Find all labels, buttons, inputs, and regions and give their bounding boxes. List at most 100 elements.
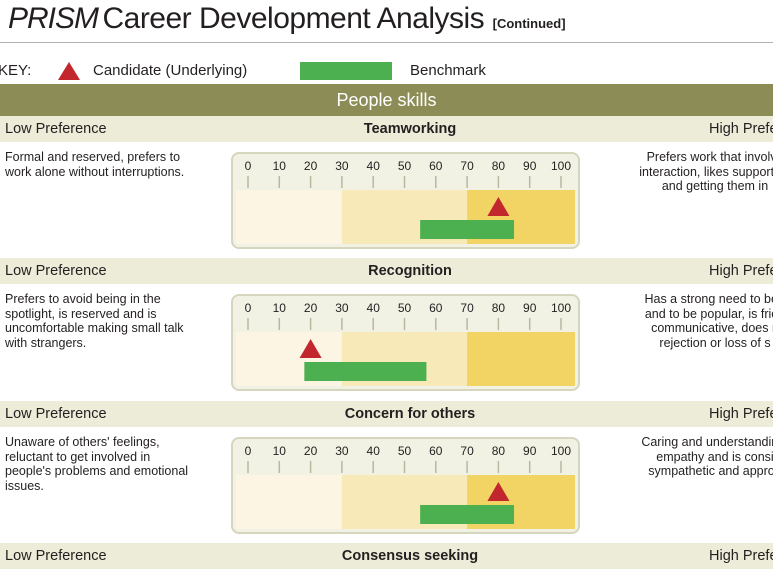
brand-name: PRISM [8,2,99,35]
tick-label: 60 [429,444,443,458]
tick-label: 80 [492,159,506,173]
low-preference-label: Low Preference [5,121,107,137]
benchmark-bar-icon [300,62,392,80]
candidate-marker [487,197,510,216]
benchmark-bar [304,362,427,381]
title-divider [0,42,773,43]
scale-svg: 0 10 20 30 40 50 60 70 80 90 100 [231,437,580,534]
desc-line: interaction, likes supporting [639,164,773,179]
desc-line: Caring and understanding, [641,435,773,449]
desc-line: people's problems and emotional [5,464,189,478]
low-zone [236,475,342,529]
tick-label: 100 [551,301,571,315]
desc-line: and getting them in [661,179,769,193]
tick-label: 30 [335,301,349,315]
benchmark-bar [420,220,515,239]
key-benchmark-label: Benchmark [410,62,486,79]
low-zone [236,190,342,244]
desc-line: issues. [5,478,44,493]
high-zone [467,332,575,386]
desc-line: Has a strong need to be r [644,292,773,306]
tick-label: 0 [245,159,252,173]
tick-label: 80 [492,301,506,315]
trait-header: Low Preference Concern for others High P… [0,401,773,427]
high-description: Has a strong need to be r and to be popu… [605,292,773,350]
desc-line: and to be popular, is frien [644,306,773,321]
low-description: Formal and reserved, prefers to work alo… [5,150,215,179]
low-description: Unaware of others' feelings, reluctant t… [5,435,215,493]
tick-label: 10 [273,301,287,315]
tick-label: 80 [492,444,506,458]
benchmark-bar [420,505,515,524]
scale-svg: 0 10 20 30 40 50 60 70 80 90 100 [231,294,580,391]
key-candidate-label: Candidate (Underlying) [93,62,248,79]
page-title: PRISM Career Development Analysis [Conti… [8,2,566,42]
tick-label: 70 [460,444,474,458]
preference-scale-chart: 0 10 20 30 40 50 60 70 80 90 100 [231,152,580,249]
desc-line: uncomfortable making small talk [5,321,184,335]
high-preference-label: High Prefe [709,263,773,279]
candidate-triangle-icon [58,62,80,80]
tick-label: 20 [304,444,318,458]
desc-line: empathy and is consi [656,449,773,464]
high-preference-label: High Prefe [709,406,773,422]
desc-line: Prefers to avoid being in the [5,292,161,306]
tick-label: 10 [273,444,287,458]
desc-line: reluctant to get involved in [5,449,151,464]
report-title: Career Development Analysis [102,2,485,35]
desc-line: Formal and reserved, prefers to [5,150,181,164]
high-description: Prefers work that involve interaction, l… [605,150,773,194]
legend-key: KEY: Candidate (Underlying) Benchmark [0,62,773,80]
scale-svg: 0 10 20 30 40 50 60 70 80 90 100 [231,152,580,249]
preference-scale-chart: 0 10 20 30 40 50 60 70 80 90 100 [231,294,580,391]
tick-label: 90 [523,301,537,315]
tick-label: 40 [367,444,381,458]
desc-line: work alone without interruptions. [5,164,185,179]
trait-header: Low Preference Teamworking High Prefe [0,116,773,142]
desc-line: Unaware of others' feelings, [5,435,160,449]
tick-label: 20 [304,159,318,173]
tick-label: 30 [335,444,349,458]
tick-label: 40 [367,301,381,315]
high-preference-label: High Prefe [709,121,773,137]
tick-label: 50 [398,444,412,458]
trait-name: Concern for others [344,406,476,422]
desc-line: communicative, does n [651,321,773,335]
tick-label: 0 [245,444,252,458]
high-preference-label: High Prefe [709,548,773,564]
tick-label: 50 [398,301,412,315]
tick-label: 100 [551,159,571,173]
candidate-marker [487,482,510,501]
trait-name: Teamworking [363,121,457,137]
tick-label: 50 [398,159,412,173]
trait-header: Low Preference Consensus seeking High Pr… [0,543,773,569]
tick-label: 90 [523,159,537,173]
tick-label: 70 [460,159,474,173]
low-description: Prefers to avoid being in the spotlight,… [5,292,215,350]
candidate-marker [299,339,322,358]
tick-label: 60 [429,301,443,315]
low-preference-label: Low Preference [5,263,107,279]
tick-label: 0 [245,301,252,315]
preference-scale-chart: 0 10 20 30 40 50 60 70 80 90 100 [231,437,580,534]
section-header: People skills [0,84,773,116]
desc-line: sympathetic and approa [648,464,773,478]
desc-line: spotlight, is reserved and is [5,306,157,321]
tick-label: 60 [429,159,443,173]
key-label: KEY: [0,62,32,79]
desc-line: with strangers. [5,335,87,350]
tick-label: 90 [523,444,537,458]
desc-line: rejection or loss of s [659,335,771,350]
low-preference-label: Low Preference [5,406,107,422]
desc-line: Prefers work that involve [646,150,773,164]
tick-label: 70 [460,301,474,315]
trait-name: Consensus seeking [341,548,479,564]
tick-label: 20 [304,301,318,315]
continued-label: [Continued] [492,16,566,31]
trait-header: Low Preference Recognition High Prefe [0,258,773,284]
trait-name: Recognition [368,263,452,279]
tick-label: 40 [367,159,381,173]
tick-label: 10 [273,159,287,173]
tick-label: 30 [335,159,349,173]
tick-label: 100 [551,444,571,458]
